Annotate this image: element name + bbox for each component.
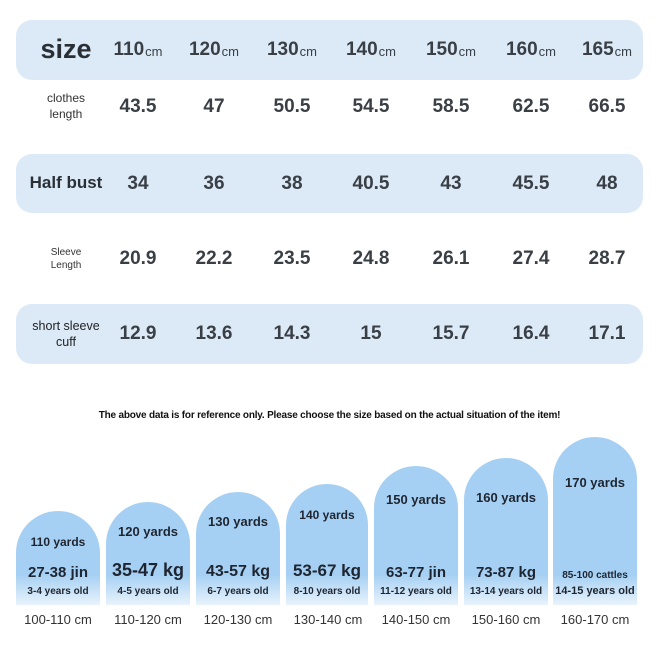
value-cell: 17.1 [588, 323, 626, 344]
height-label: 150-160 cm [471, 612, 541, 627]
half-bust-label: Half bust [29, 173, 103, 193]
value-cell: 15.7 [432, 323, 470, 344]
size-pill: 120 yards 35-47 kg 4-5 years old [106, 502, 190, 605]
pill-age: 14-15 years old [555, 585, 635, 597]
value-cell: 36 [203, 172, 225, 194]
size-pill: 140 yards 53-67 kg 8-10 years old [286, 484, 368, 605]
half-bust-cells: 34 36 38 40.5 43 45.5 48 [16, 154, 643, 213]
disclaimer-note: The above data is for reference only. Pl… [98, 410, 561, 421]
value-cell: 58.5 [432, 96, 470, 117]
clothes-length-row: clothes length 43.5 47 50.5 54.5 58.5 62… [16, 82, 643, 132]
value-cell: 38 [281, 172, 303, 194]
pill-age: 11-12 years old [380, 586, 452, 597]
pill-yards: 130 yards [208, 514, 268, 529]
size-pill: 130 yards 43-57 kg 6-7 years old [196, 492, 280, 605]
size-pill: 160 yards 73-87 kg 13-14 years old [464, 458, 548, 605]
height-label: 160-170 cm [560, 612, 630, 627]
sleeve-length-row: Sleeve Length 20.9 22.2 23.5 24.8 26.1 2… [16, 232, 643, 286]
pill-yards: 160 yards [476, 490, 536, 505]
value-cell: 28.7 [588, 248, 626, 269]
value-cell: 66.5 [588, 96, 626, 117]
pill-weight: 63-77 jin [385, 564, 447, 581]
short-sleeve-cuff-label: short sleeve cuff [32, 318, 100, 349]
value-cell: 54.5 [352, 96, 390, 117]
size-label: size [40, 34, 92, 65]
value-cell: 24.8 [352, 248, 390, 269]
value-cell: 13.6 [195, 323, 233, 344]
height-label: 110-120 cm [114, 612, 182, 627]
pill-age: 3-4 years old [27, 586, 89, 597]
value-cell: 34 [127, 172, 149, 194]
pill-weight: 35-47 kg [111, 560, 185, 580]
size-cell: 160 cm [505, 39, 557, 60]
value-cell: 62.5 [512, 96, 550, 117]
value-cell: 40.5 [352, 172, 390, 194]
pill-yards: 120 yards [118, 524, 178, 539]
pill-age: 13-14 years old [469, 586, 543, 597]
pill-age: 8-10 years old [293, 586, 361, 597]
height-ranges: 100-110 cm 110-120 cm 120-130 cm 130-140… [0, 612, 659, 632]
value-cell: 43.5 [119, 96, 157, 117]
pill-weight: 73-87 kg [475, 564, 537, 581]
value-cell: 22.2 [195, 248, 233, 269]
value-cell: 45.5 [512, 172, 550, 194]
value-cell: 48 [596, 172, 618, 194]
pill-age: 6-7 years old [207, 586, 269, 597]
size-cell: 165 cm [581, 39, 633, 60]
size-cell: 140 cm [345, 39, 397, 60]
pill-weight: 53-67 kg [292, 561, 362, 580]
clothes-length-label: clothes length [46, 91, 86, 121]
pill-weight: 85-100 cattles [562, 570, 628, 581]
size-pill: 110 yards 27-38 jin 3-4 years old [16, 511, 100, 605]
value-cell: 26.1 [432, 248, 470, 269]
height-label: 130-140 cm [293, 612, 363, 627]
value-cell: 16.4 [512, 323, 550, 344]
value-cell: 47 [203, 96, 225, 117]
pill-yards: 140 yards [299, 508, 355, 522]
size-cell: 150 cm [425, 39, 477, 60]
size-cells: 110 cm 120 cm 130 cm 140 cm 150 cm 160 cm 165 c… [16, 20, 643, 80]
short-sleeve-cuff-row: short sleeve cuff 12.9 13.6 14.3 15 15.7… [16, 304, 643, 364]
half-bust-row: Half bust 34 36 38 40.5 43 45.5 48 [16, 154, 643, 213]
height-label: 120-130 cm [203, 612, 273, 627]
height-label: 140-150 cm [381, 612, 451, 627]
size-pill: 170 yards 85-100 cattles 14-15 years old [553, 437, 637, 605]
size-cell: 110 cm [113, 39, 163, 60]
value-cell: 20.9 [119, 248, 157, 269]
height-label: 100-110 cm [24, 612, 92, 627]
clothes-length-cells: 43.5 47 50.5 54.5 58.5 62.5 66.5 [16, 82, 643, 132]
sleeve-length-label: Sleeve Length [50, 247, 82, 271]
pill-age: 4-5 years old [117, 586, 179, 597]
value-cell: 43 [440, 172, 462, 194]
size-pill: 150 yards 63-77 jin 11-12 years old [374, 466, 458, 605]
pill-yards: 150 yards [386, 492, 446, 507]
size-cell: 130 cm [266, 39, 318, 60]
pill-weight: 43-57 kg [205, 563, 271, 580]
pill-yards: 170 yards [565, 475, 625, 490]
short-sleeve-cuff-cells: 12.9 13.6 14.3 15 15.7 16.4 17.1 [16, 304, 643, 364]
value-cell: 12.9 [119, 323, 157, 344]
value-cell: 14.3 [273, 323, 311, 344]
value-cell: 50.5 [273, 96, 311, 117]
size-row: size 110 cm 120 cm 130 cm 140 cm 150 cm 160 cm… [16, 20, 643, 80]
value-cell: 23.5 [273, 248, 311, 269]
value-cell: 27.4 [512, 248, 550, 269]
value-cell: 15 [360, 323, 382, 344]
pill-yards: 110 yards [30, 535, 86, 549]
sleeve-length-cells: 20.9 22.2 23.5 24.8 26.1 27.4 28.7 [16, 232, 643, 286]
size-cell: 120 cm [188, 39, 240, 60]
pill-weight: 27-38 jin [27, 564, 89, 581]
